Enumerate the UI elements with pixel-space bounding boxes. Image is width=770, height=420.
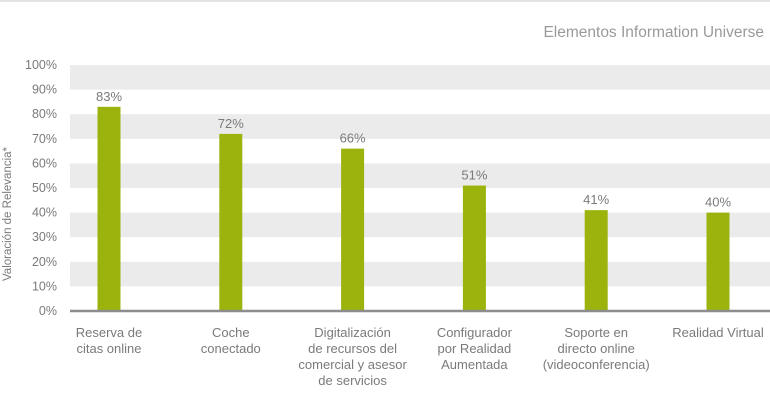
x-tick-label: Digitalización de recursos del comercial y… bbox=[298, 325, 407, 388]
x-tick-line: Aumentada bbox=[441, 357, 508, 372]
bar bbox=[97, 106, 121, 311]
grid-band bbox=[70, 261, 770, 287]
x-tick-line: por Realidad bbox=[438, 341, 512, 356]
y-tick-label: 0% bbox=[39, 304, 57, 318]
value-label: 83% bbox=[96, 89, 122, 104]
x-axis-labels: Reserva de citas online Coche conectado Digi… bbox=[76, 325, 764, 388]
value-label: 72% bbox=[218, 116, 244, 131]
y-tick-label: 80% bbox=[32, 107, 57, 121]
y-axis-ticks: 0% 10% 20% 30% 40% 50% 60% 70% 80% 90% 100% bbox=[25, 58, 57, 318]
x-tick-line: comercial y asesor bbox=[298, 357, 407, 372]
y-tick-label: 60% bbox=[32, 156, 57, 170]
value-label: 66% bbox=[340, 131, 366, 146]
top-rule bbox=[0, 0, 770, 2]
grid-band bbox=[70, 114, 770, 139]
y-tick-label: 40% bbox=[32, 206, 57, 220]
value-labels: 83% 72% 66% 51% 41% 40% bbox=[96, 89, 731, 210]
bars bbox=[97, 106, 730, 311]
value-label: 41% bbox=[583, 192, 609, 207]
grid-band bbox=[70, 212, 770, 238]
value-label: 40% bbox=[705, 195, 731, 210]
y-tick-label: 20% bbox=[32, 255, 57, 269]
x-tick-line: conectado bbox=[201, 341, 261, 356]
x-tick-line: Digitalización bbox=[314, 325, 391, 340]
x-tick-label: Soporte en directo online (videoconferenci… bbox=[543, 325, 650, 372]
y-tick-label: 10% bbox=[32, 279, 57, 293]
bar bbox=[341, 148, 365, 311]
x-tick-line: directo online bbox=[558, 341, 635, 356]
bar bbox=[584, 210, 608, 311]
value-label: 51% bbox=[461, 168, 487, 183]
x-tick-label: Realidad Virtual bbox=[672, 325, 764, 340]
x-tick-line: Configurador bbox=[437, 325, 513, 340]
x-tick-label: Reserva de citas online bbox=[76, 325, 142, 356]
x-tick-line: Reserva de bbox=[76, 325, 142, 340]
y-tick-label: 50% bbox=[32, 181, 57, 195]
x-tick-label: Coche conectado bbox=[201, 325, 261, 356]
x-tick-line: Realidad Virtual bbox=[672, 325, 764, 340]
chart-title: Elementos Information Universe bbox=[543, 24, 764, 41]
y-tick-label: 90% bbox=[32, 83, 57, 97]
grid-band bbox=[70, 163, 770, 188]
bar bbox=[706, 212, 730, 311]
x-tick-line: de servicios bbox=[318, 373, 387, 388]
x-tick-line: de recursos del bbox=[308, 341, 397, 356]
y-tick-label: 30% bbox=[32, 230, 57, 244]
y-tick-label: 100% bbox=[25, 58, 57, 72]
bar bbox=[462, 185, 486, 311]
y-tick-label: 70% bbox=[32, 132, 57, 146]
grid-bands bbox=[70, 65, 770, 287]
grid-band bbox=[70, 65, 770, 90]
x-tick-label: Configurador por Realidad Aumentada bbox=[437, 325, 513, 372]
x-tick-line: Coche bbox=[212, 325, 250, 340]
bar bbox=[219, 133, 243, 311]
x-tick-line: citas online bbox=[76, 341, 141, 356]
x-tick-line: Soporte en bbox=[564, 325, 628, 340]
x-tick-line: (videoconferencia) bbox=[543, 357, 650, 372]
